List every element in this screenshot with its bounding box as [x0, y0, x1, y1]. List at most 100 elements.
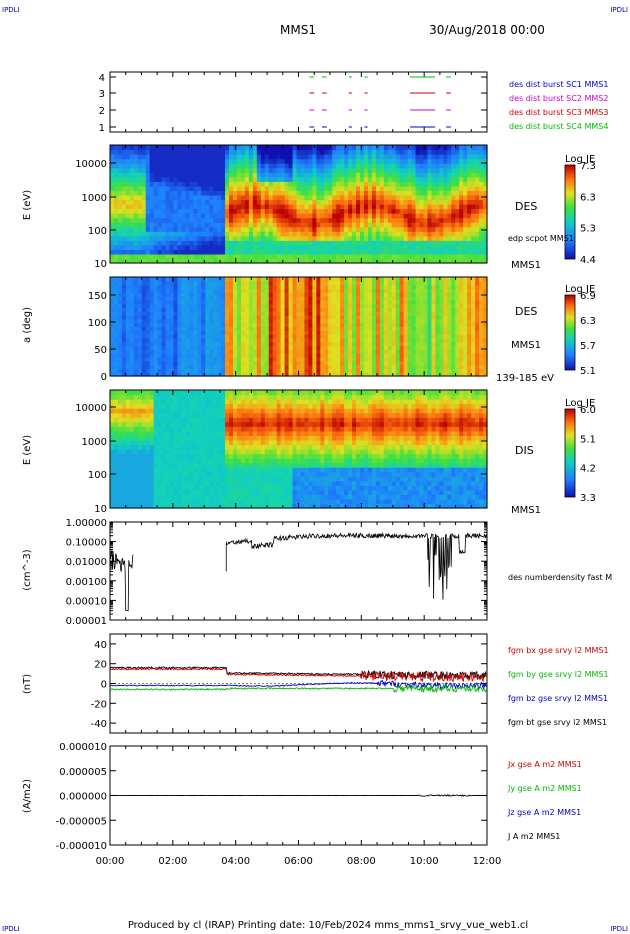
des-pitch-cell: [193, 322, 198, 328]
des-pitch-cell: [129, 368, 135, 373]
des-pitch-cell: [459, 334, 464, 339]
des-pitch-cell: [280, 322, 286, 328]
des-pitch-cell: [193, 345, 198, 350]
des-energy-cell: [431, 208, 437, 214]
des-energy-cell: [272, 249, 278, 255]
des-energy-cell: [455, 231, 460, 237]
des-energy-cell: [435, 181, 440, 187]
des-pitch-cell: [149, 311, 155, 316]
des-energy-cell: [348, 249, 353, 255]
des-energy-cell: [288, 222, 294, 228]
des-energy-cell: [431, 240, 437, 246]
des-energy-cell: [439, 222, 444, 228]
des-energy-cell: [161, 199, 167, 205]
des-energy-cell: [387, 199, 393, 205]
des-energy-cell: [459, 222, 464, 228]
des-pitch-cell: [153, 277, 159, 282]
des-pitch-cell: [110, 368, 115, 373]
des-pitch-cell: [113, 311, 119, 316]
des-energy-cell: [284, 176, 290, 182]
des-energy-cell: [229, 235, 234, 241]
des-pitch-cell: [324, 337, 329, 343]
des-energy-cell: [221, 194, 226, 201]
des-pitch-cell: [240, 322, 246, 328]
des-energy-cell: [391, 231, 397, 237]
des-energy-cell: [260, 235, 266, 241]
des-pitch-cell: [145, 277, 151, 282]
des-energy-cell: [371, 172, 377, 178]
des-pitch-cell: [276, 337, 282, 343]
des-energy-cell: [110, 154, 115, 160]
des-energy-cell: [367, 213, 373, 219]
burst-legend-4: des dist burst SC4 MMS4: [509, 122, 608, 131]
des-energy-cell: [459, 217, 464, 223]
des-energy-cell: [213, 217, 218, 223]
des-energy-cell: [383, 244, 389, 250]
des-energy-cell: [348, 194, 353, 201]
des-pitch-cell: [419, 315, 425, 320]
des-pitch-cell: [395, 349, 401, 354]
des-energy-cell: [467, 235, 472, 241]
des-energy-cell: [383, 154, 389, 160]
des-energy-cell: [193, 231, 198, 237]
des-pitch-cell: [435, 353, 440, 358]
des-energy-cell: [292, 231, 298, 237]
des-energy-cell: [225, 185, 230, 191]
des-energy-cell: [427, 163, 433, 169]
des-energy-cell: [125, 253, 131, 260]
des-pitch-cell: [181, 330, 186, 335]
des-pitch-cell: [177, 326, 183, 331]
des-energy-cell: [435, 217, 440, 223]
des-pitch-cell: [193, 368, 198, 373]
des-pitch-cell: [332, 315, 337, 320]
des-energy-cell: [169, 194, 175, 201]
des-pitch-cell: [387, 326, 393, 331]
des-pitch-cell: [197, 356, 202, 362]
des-energy-cell: [439, 176, 444, 182]
des-pitch-cell: [133, 349, 139, 354]
des-energy-cell: [300, 226, 306, 232]
des-pitch-cell: [264, 288, 270, 293]
des-energy-cell: [375, 240, 381, 246]
des-energy-cell: [240, 226, 246, 232]
des-pitch-cell: [181, 368, 186, 373]
des-pitch-cell: [383, 292, 389, 297]
des-energy-cell: [296, 231, 302, 237]
des-energy-cell: [371, 158, 377, 164]
des-pitch-cell: [221, 292, 226, 297]
des-pitch-cell: [348, 368, 353, 373]
des-pitch-cell: [427, 318, 433, 324]
des-pitch-cell: [344, 292, 349, 297]
des-pitch-cell: [217, 334, 222, 339]
des-energy-cell: [280, 208, 286, 214]
des-energy-cell: [320, 226, 325, 232]
des-energy-cell: [129, 145, 135, 151]
des-energy-cell: [340, 190, 345, 196]
des-energy-cell: [252, 199, 258, 205]
spacecraft-title: MMS1: [280, 23, 316, 37]
des-energy-cell: [217, 217, 222, 223]
des-energy-cell: [225, 176, 230, 182]
des-energy-cell: [403, 194, 409, 201]
des-energy-cell: [332, 213, 337, 219]
des-pitch-cell: [395, 307, 401, 312]
des-pitch-cell: [336, 345, 341, 350]
des-energy-cell: [439, 253, 444, 260]
des-energy-cell: [427, 235, 433, 241]
des-pitch-cell: [201, 337, 206, 343]
des-energy-cell: [443, 204, 448, 210]
des-energy-cell: [336, 176, 341, 182]
des-pitch-cell: [117, 330, 123, 335]
des-energy-cell: [324, 249, 329, 255]
des-energy-cell: [324, 240, 329, 246]
des-pitch-cell: [431, 315, 437, 320]
des-energy-cell: [395, 222, 401, 228]
des-energy-cell: [137, 172, 143, 178]
des-energy-cell: [201, 249, 206, 255]
des-pitch-cell: [145, 368, 151, 373]
des-pitch-cell: [443, 341, 448, 347]
des-energy-cell: [149, 235, 155, 241]
des-energy-cell: [483, 181, 488, 187]
des-pitch-cell: [205, 356, 210, 362]
des-energy-cell: [300, 204, 306, 210]
